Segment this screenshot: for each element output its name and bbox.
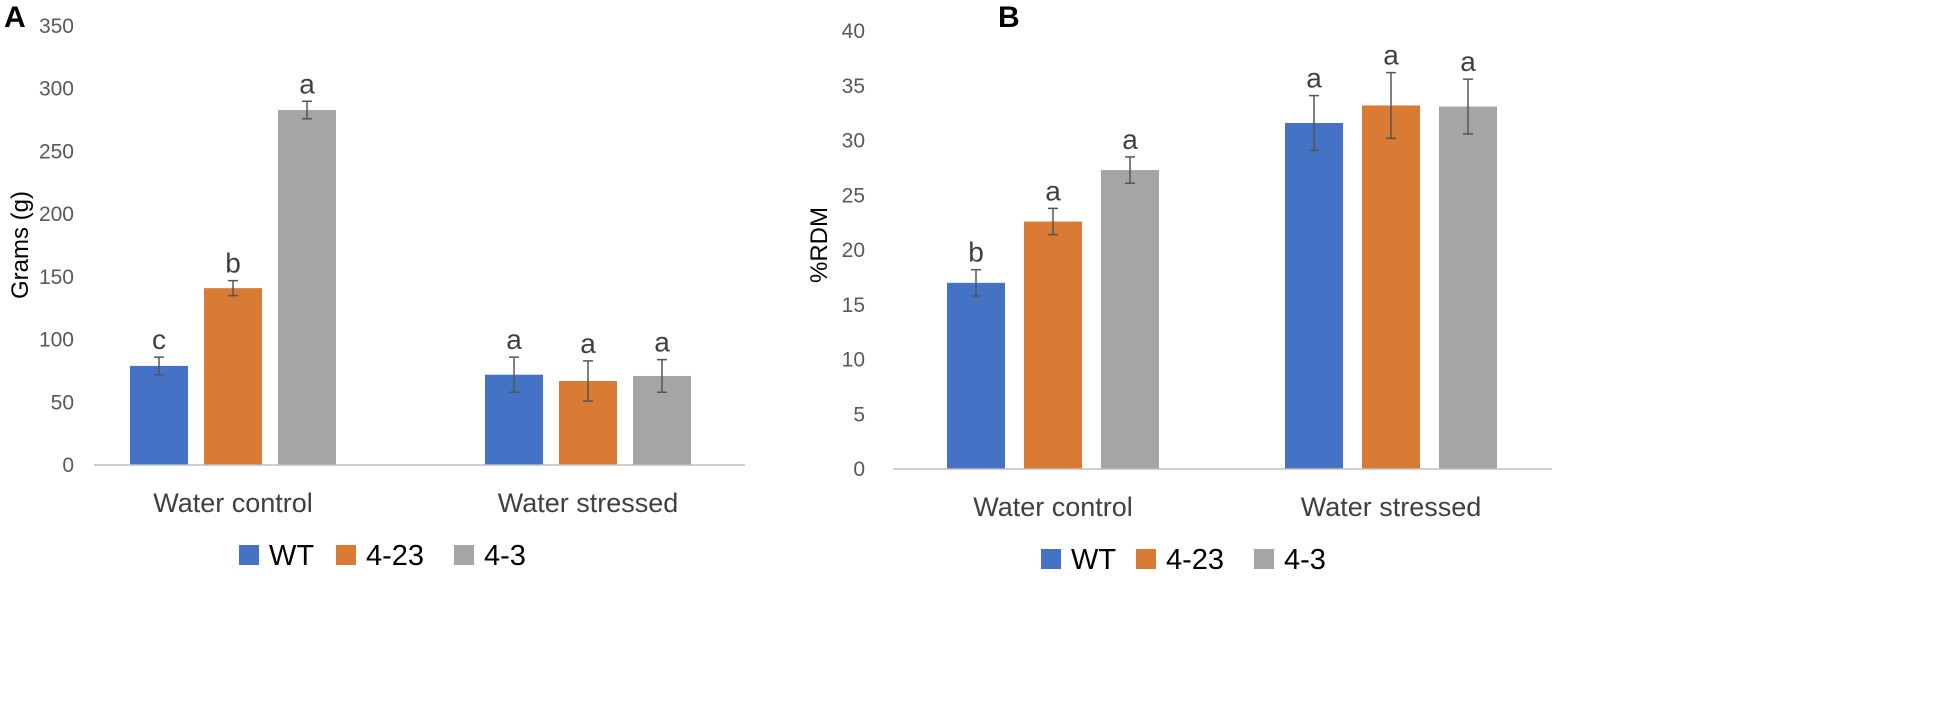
- panel-b-sig-letter-4-3-1: a: [1460, 46, 1476, 77]
- panel-b-legend-label-WT: WT: [1071, 544, 1116, 576]
- panel-a-category-label: Water stressed: [498, 488, 679, 518]
- panel-b-category-label: Water stressed: [1301, 492, 1482, 522]
- panel-a-sig-letter-WT-1: a: [506, 324, 522, 355]
- panel-b-bar-WT-1: [1285, 122, 1343, 469]
- panel-a-y-tick-label: 300: [39, 78, 74, 101]
- panel-b-y-tick-label: 25: [842, 184, 865, 207]
- panel-a-y-tick-label: 200: [39, 203, 74, 226]
- panel-b-y-tick-label: 10: [842, 349, 865, 372]
- panel-b-legend-swatch-WT: [1041, 549, 1061, 569]
- panel-a-legend-label-4-23: 4-23: [366, 540, 424, 572]
- panel-b-bar-4-23-1: [1362, 105, 1420, 470]
- panel-a-sig-letter-4-23-0: b: [225, 248, 241, 279]
- panel-a-category-label: Water control: [153, 488, 313, 518]
- panel-b-bar-WT-0: [947, 282, 1005, 469]
- panel-a-y-tick-label: 50: [51, 391, 74, 414]
- panel-a-legend-swatch-4-3: [454, 545, 474, 565]
- panel-b-legend-label-4-23: 4-23: [1166, 544, 1224, 576]
- panel-b-y-axis-label: %RDM: [806, 207, 833, 283]
- panel-b-sig-letter-WT-0: b: [968, 237, 984, 268]
- panel-b-y-tick-label: 35: [842, 75, 865, 98]
- panel-a: A 0 50 100 150 200 250 300 350 Grams (g) c b a Water…: [4, 1, 745, 572]
- panel-a-legend-label-4-3: 4-3: [484, 540, 526, 572]
- panel-b-category-label: Water control: [973, 492, 1133, 522]
- panel-a-y-tick-label: 250: [39, 140, 74, 163]
- panel-a-bar-WT-0: [130, 365, 188, 465]
- panel-b-y-tick-label: 5: [853, 403, 865, 426]
- panel-a-sig-letter-4-23-1: a: [580, 328, 596, 359]
- panel-a-legend-swatch-4-23: [336, 545, 356, 565]
- panel-b-legend-label-4-3: 4-3: [1284, 544, 1326, 576]
- panel-a-sig-letter-4-3-0: a: [299, 68, 315, 99]
- panel-a-y-tick-label: 150: [39, 266, 74, 289]
- panel-b-y-tick-label: 30: [842, 130, 865, 153]
- panel-a-bar-4-23-0: [204, 288, 262, 465]
- panel-a-legend-swatch-WT: [239, 545, 259, 565]
- panel-b-y-tick-label: 20: [842, 239, 865, 262]
- panel-a-legend-label-WT: WT: [269, 540, 314, 572]
- panel-b-legend-swatch-4-3: [1254, 549, 1274, 569]
- panel-b-sig-letter-4-3-0: a: [1122, 124, 1138, 155]
- panel-b-legend-swatch-4-23: [1136, 549, 1156, 569]
- panel-a-y-tick-label: 100: [39, 329, 74, 352]
- panel-b-sig-letter-4-23-0: a: [1045, 175, 1061, 206]
- panel-b-bar-4-3-1: [1439, 106, 1497, 470]
- panel-a-y-axis-label: Grams (g): [7, 191, 34, 299]
- panel-b-y-tick-label: 0: [853, 458, 865, 481]
- panel-b-sig-letter-4-23-1: a: [1383, 40, 1399, 71]
- panel-b-bar-4-3-0: [1101, 170, 1159, 469]
- panel-a-sig-letter-4-3-1: a: [654, 327, 670, 358]
- panel-b-y-tick-label: 15: [842, 294, 865, 317]
- panel-a-y-tick-label: 0: [62, 454, 74, 477]
- panel-b-y-tick-label: 40: [842, 20, 865, 43]
- panel-a-sig-letter-WT-0: c: [152, 324, 166, 355]
- panel-a-y-tick-label: 350: [39, 15, 74, 38]
- panel-b: B 0 5 10 15 20 25 30 35 40 %RDM b a a Water control a a…: [806, 1, 1552, 576]
- panel-b-bar-4-23-0: [1024, 221, 1082, 469]
- panel-a-bar-4-3-0: [278, 110, 336, 465]
- panel-b-sig-letter-WT-1: a: [1306, 63, 1322, 94]
- panel-letter-b: B: [998, 1, 1020, 34]
- panel-letter-a: A: [4, 1, 26, 34]
